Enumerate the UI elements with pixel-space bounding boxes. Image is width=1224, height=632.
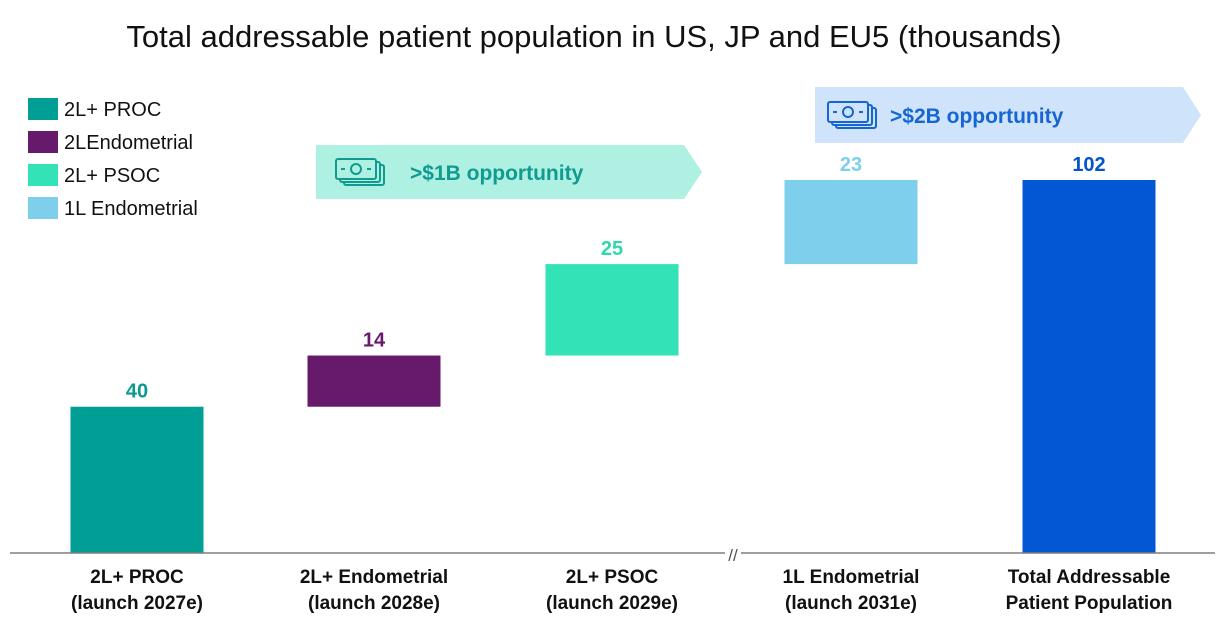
annotation-text-1: >$1B opportunity [410, 162, 584, 185]
legend-swatch-2 [28, 131, 58, 153]
money-icon [827, 101, 877, 129]
x-tick-labels: 2L+ PROC (launch 2027e) 2L+ Endometrial (la… [71, 567, 1172, 614]
legend-swatch-4 [28, 197, 58, 219]
x-tick-label-3-line-2: (launch 2029e) [546, 593, 678, 614]
x-tick-label-1-line-1: 2L+ PROC [90, 567, 184, 588]
value-label-3: 25 [601, 238, 623, 260]
value-label-2: 14 [363, 330, 386, 352]
bar-3 [545, 264, 679, 356]
annotation-text-2: >$2B opportunity [890, 105, 1064, 128]
axis-break-symbol: // [728, 546, 738, 565]
x-tick-label-1-line-2: (launch 2027e) [71, 593, 203, 614]
legend-label-4: 1L Endometrial [64, 198, 198, 220]
legend: 2L+ PROC 2LEndometrial 2L+ PSOC 1L Endometr… [28, 98, 198, 220]
bar-4 [784, 180, 918, 265]
x-tick-label-3-line-1: 2L+ PSOC [566, 567, 659, 588]
legend-label-1: 2L+ PROC [64, 99, 161, 121]
annotation-banner-shape [316, 145, 702, 199]
annotation-banners: >$1B opportunity >$2B opportunity [316, 87, 1201, 199]
bar-5 [1022, 180, 1156, 553]
legend-swatch-3 [28, 164, 58, 186]
legend-swatch-1 [28, 98, 58, 120]
money-icon [335, 158, 385, 186]
x-tick-label-5-line-1: Total Addressable [1008, 567, 1171, 588]
value-label-1: 40 [126, 381, 148, 403]
annotation-banner-2: >$2B opportunity [815, 87, 1201, 143]
chart-title: Total addressable patient population in … [126, 19, 1061, 54]
axis-break: // [725, 543, 741, 565]
x-tick-label-5-line-2: Patient Population [1006, 593, 1173, 614]
annotation-banner-1: >$1B opportunity [316, 145, 702, 199]
bar-2 [307, 355, 441, 407]
bars [70, 180, 1156, 553]
bar-1 [70, 406, 204, 553]
value-labels: 40 14 25 23 102 [126, 154, 1106, 403]
legend-label-2: 2LEndometrial [64, 132, 193, 154]
value-label-4: 23 [840, 154, 862, 176]
x-tick-label-4-line-2: (launch 2031e) [785, 593, 917, 614]
x-tick-label-4-line-1: 1L Endometrial [783, 567, 920, 588]
axis-break-gap [725, 543, 741, 563]
x-tick-label-2-line-2: (launch 2028e) [308, 593, 440, 614]
x-tick-label-2-line-1: 2L+ Endometrial [300, 567, 448, 588]
value-label-5: 102 [1072, 154, 1105, 176]
annotation-banner-shape [815, 87, 1201, 143]
legend-label-3: 2L+ PSOC [64, 165, 160, 187]
